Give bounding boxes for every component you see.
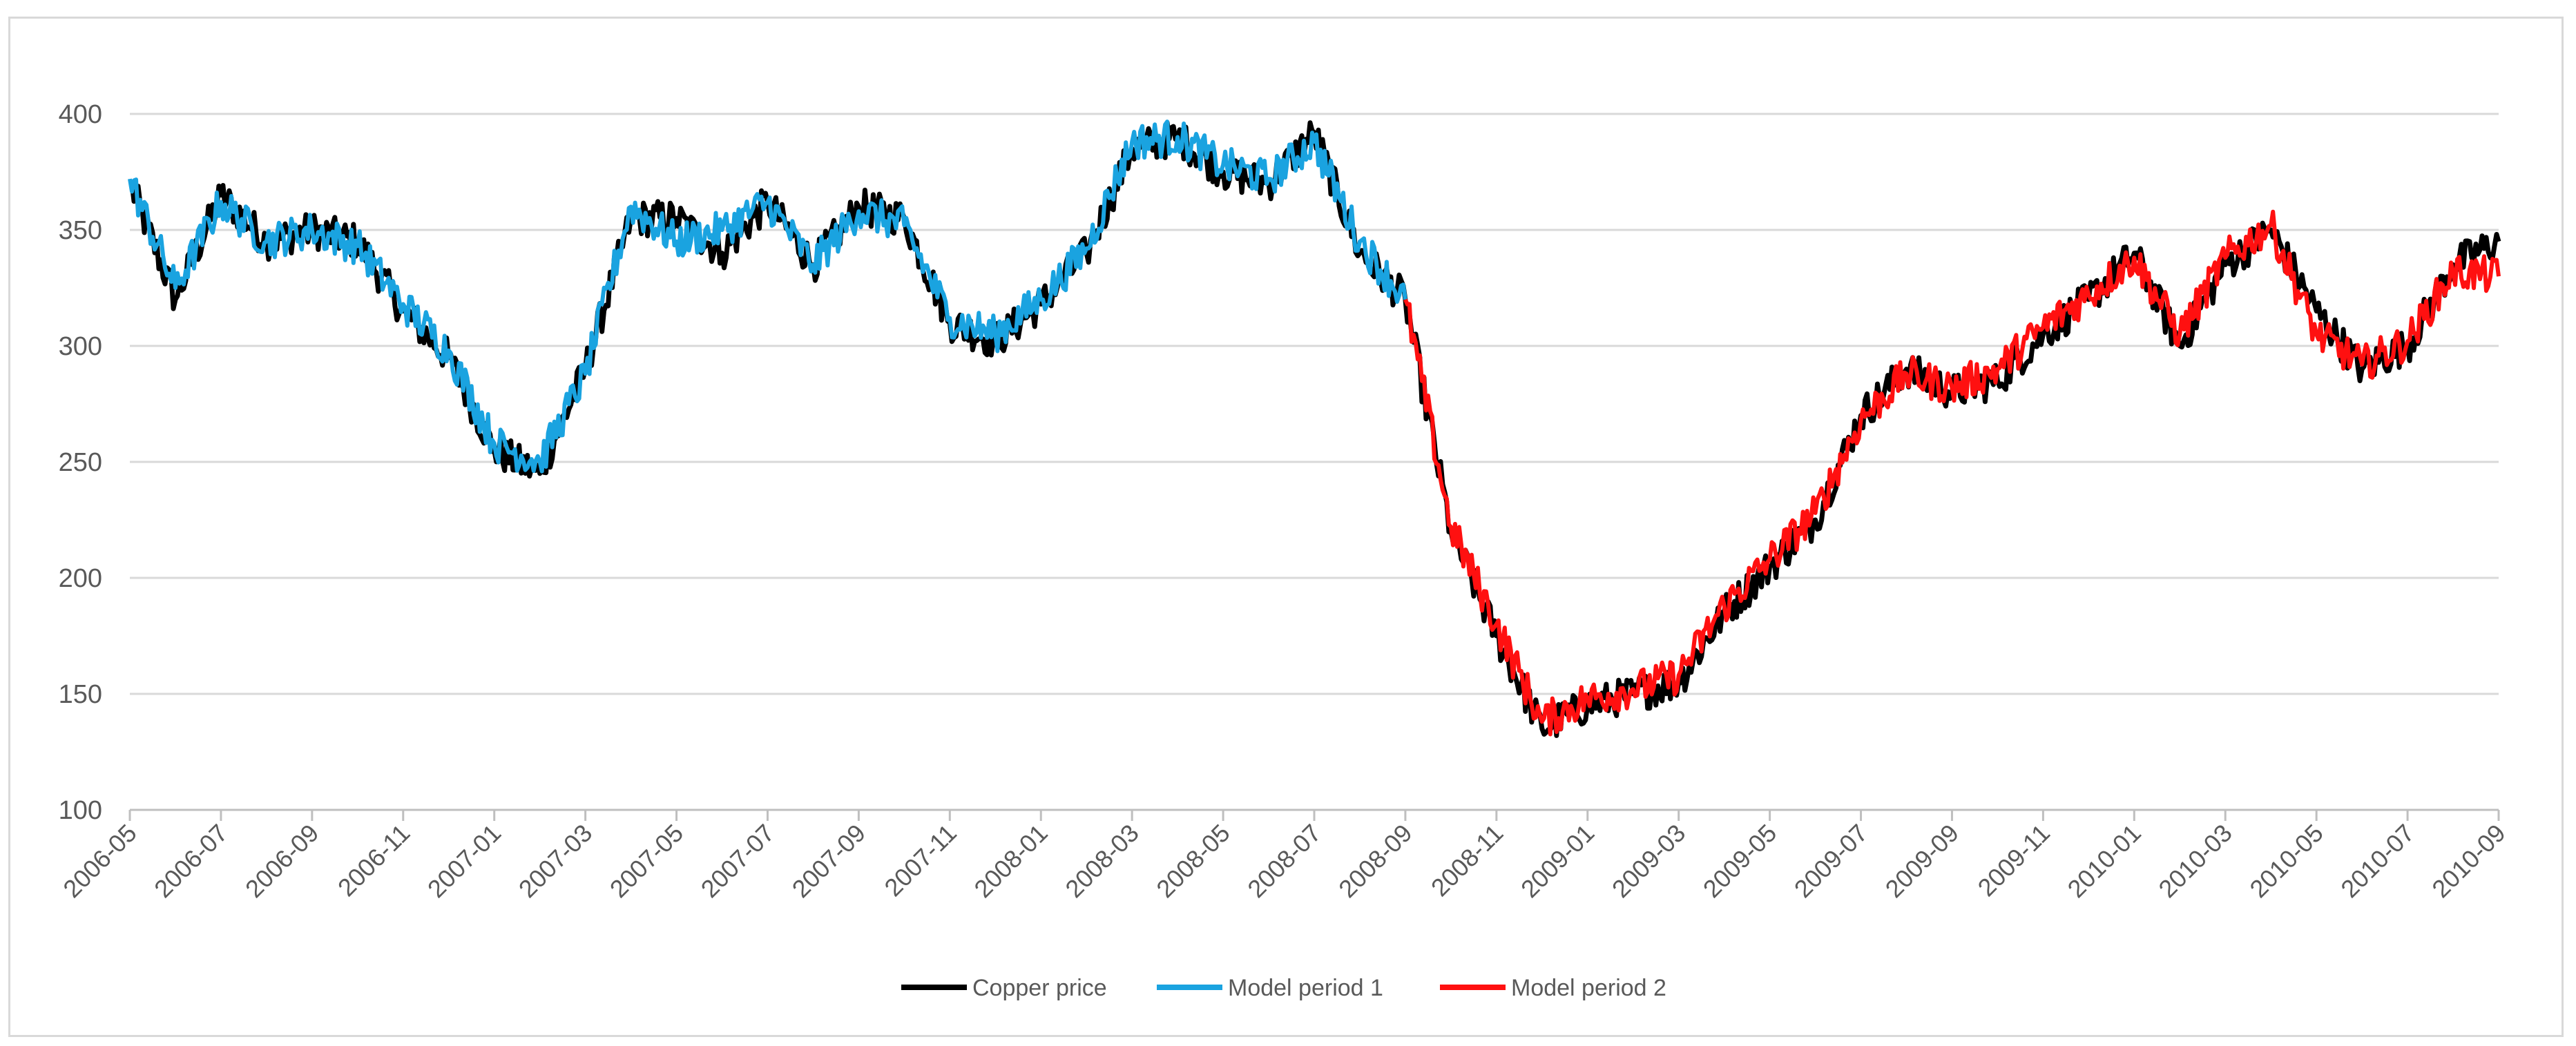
series-line-model-period-2 (1403, 209, 2501, 737)
legend: Copper price Model period 1 Model period 2 (901, 975, 1666, 1001)
x-tick-label: 2006-09 (240, 819, 324, 903)
legend-label: Model period 2 (1511, 975, 1666, 1001)
y-tick-label: 200 (59, 564, 102, 593)
x-tick-label: 2009-01 (1515, 819, 1599, 903)
x-tick-label: 2007-05 (604, 819, 689, 903)
x-tick-label: 2008-07 (1242, 819, 1326, 903)
x-tick-label: 2007-09 (787, 819, 871, 903)
x-tick-label: 2008-09 (1333, 819, 1417, 903)
x-tick-label: 2007-11 (878, 819, 962, 902)
legend-label: Copper price (972, 975, 1107, 1001)
y-axis-ticks: 100 150 200 250 300 350 400 (59, 100, 102, 825)
x-tick-label: 2007-01 (422, 819, 506, 903)
x-tick-label: 2008-03 (1059, 819, 1144, 903)
x-tick-label: 2008-05 (1151, 819, 1235, 903)
x-tick-label: 2010-07 (2335, 819, 2419, 903)
x-tick-label: 2007-03 (513, 819, 597, 903)
y-tick-label: 150 (59, 680, 102, 709)
x-tick-label: 2008-01 (968, 819, 1052, 903)
x-tick-label: 2010-03 (2153, 819, 2237, 903)
x-tick-label: 2007-07 (695, 819, 780, 903)
y-tick-label: 300 (59, 332, 102, 361)
x-tick-label: 2009-07 (1789, 819, 1873, 903)
chart-frame (8, 17, 2564, 1037)
y-tick-label: 350 (59, 216, 102, 245)
x-tick-label: 2009-09 (1880, 819, 1964, 903)
x-tick-label: 2008-11 (1425, 819, 1509, 902)
x-tick-label: 2010-01 (2062, 819, 2146, 903)
x-axis: 2006-05 2006-07 2006-09 2006-11 2007-01 2007-… (57, 808, 2511, 903)
x-tick-label: 2006-05 (57, 819, 142, 903)
x-tick-label: 2009-05 (1698, 819, 1782, 903)
x-tick-label: 2006-11 (332, 819, 416, 902)
y-tick-label: 400 (59, 100, 102, 129)
series-lines (128, 119, 2501, 738)
x-tick-label: 2010-09 (2426, 819, 2510, 903)
legend-label: Model period 1 (1228, 975, 1383, 1001)
grid-lines (130, 113, 2499, 811)
x-tick-label: 2009-03 (1606, 819, 1691, 903)
series-line-model-period-1 (128, 119, 1407, 474)
y-tick-label: 100 (59, 796, 102, 825)
x-tick-label: 2010-05 (2244, 819, 2328, 903)
y-tick-label: 250 (59, 448, 102, 477)
x-tick-label: 2006-07 (148, 819, 233, 903)
x-tick-label: 2009-11 (1972, 819, 2056, 902)
